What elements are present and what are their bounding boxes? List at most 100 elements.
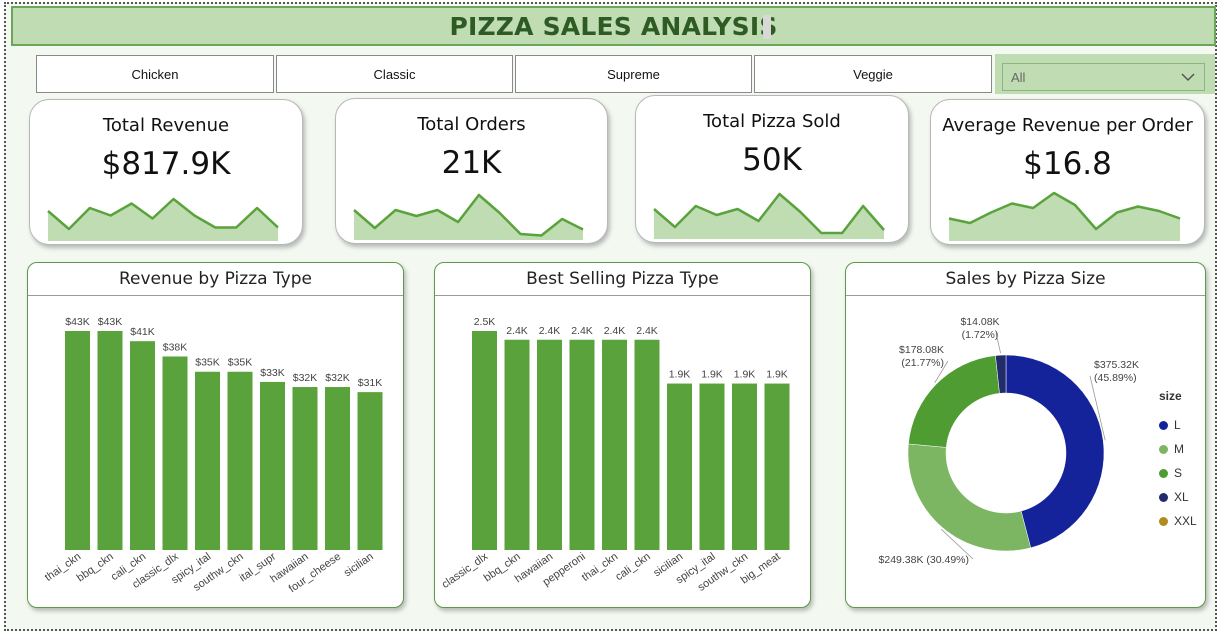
sparkline-line bbox=[353, 193, 584, 237]
bar-value-label: $41K bbox=[130, 326, 155, 338]
bar-value-label: 2.4K bbox=[604, 325, 626, 337]
category-dropdown[interactable]: All bbox=[1002, 63, 1205, 91]
legend-marker bbox=[1159, 492, 1168, 502]
bar bbox=[227, 371, 253, 550]
legend-label: XL bbox=[1174, 490, 1189, 504]
leader-line bbox=[1089, 375, 1106, 441]
chart-title: Best Selling Pizza Type bbox=[435, 263, 810, 296]
legend-label: S bbox=[1174, 466, 1183, 480]
sparkline-line bbox=[653, 192, 885, 235]
sparkline bbox=[47, 197, 279, 241]
kpi-label: Average Revenue per Order bbox=[942, 115, 1193, 136]
bar bbox=[699, 383, 725, 550]
leader-line bbox=[934, 360, 949, 384]
chart-legend: size L M S XL XXL bbox=[1159, 389, 1197, 533]
chart-title: Revenue by Pizza Type bbox=[28, 263, 403, 296]
legend-item-s[interactable]: S bbox=[1159, 461, 1197, 485]
bar-value-label: $32K bbox=[293, 372, 318, 384]
legend-label: L bbox=[1174, 418, 1181, 432]
donut-slice bbox=[908, 355, 1000, 448]
sparkline-line bbox=[948, 191, 1181, 231]
sparkline-line bbox=[47, 197, 279, 231]
bar-value-label: 2.4K bbox=[506, 325, 528, 337]
bar-category-label: cali_ckn bbox=[613, 551, 652, 584]
bar bbox=[65, 331, 90, 550]
bar-value-label: $33K bbox=[260, 367, 285, 379]
sparkline bbox=[653, 192, 885, 239]
bar bbox=[292, 387, 318, 550]
legend-item-m[interactable]: M bbox=[1159, 437, 1197, 461]
bar bbox=[97, 331, 123, 550]
bar-value-label: $38K bbox=[163, 341, 188, 353]
sparkline bbox=[948, 191, 1181, 241]
bar-value-label: $43K bbox=[65, 316, 90, 328]
bar-value-label: 2.4K bbox=[636, 325, 658, 337]
bar bbox=[634, 339, 660, 550]
sparkline bbox=[353, 193, 584, 240]
bar bbox=[325, 387, 350, 550]
slice-data-label: $375.32K (45.89%) bbox=[1094, 359, 1139, 384]
chevron-down-icon bbox=[1181, 73, 1195, 82]
slice-data-label: $249.38K (30.49%) bbox=[879, 554, 969, 566]
bar-value-label: 1.9K bbox=[701, 369, 723, 381]
legend-marker bbox=[1159, 420, 1168, 430]
chart-title: Sales by Pizza Size bbox=[846, 263, 1205, 296]
kpi-card-total-revenue: Total Revenue $817.9K bbox=[29, 99, 303, 245]
bar-value-label: $35K bbox=[228, 357, 253, 369]
bar bbox=[162, 356, 188, 550]
bar bbox=[260, 381, 285, 550]
title-banner: PIZZA SALES ANALYSIS bbox=[11, 6, 1216, 46]
bar-value-label: $43K bbox=[98, 316, 123, 328]
kpi-card-average-revenue-per-order: Average Revenue per Order $16.8 bbox=[930, 99, 1205, 245]
bar bbox=[537, 339, 562, 550]
kpi-value: $16.8 bbox=[1023, 146, 1112, 182]
leader-line bbox=[995, 332, 1001, 354]
chart-best-selling-pizza-type: Best Selling Pizza Type 2.5K classic_dlx 2… bbox=[434, 262, 811, 608]
bar-value-label: 1.9K bbox=[766, 369, 788, 381]
sparkline-area bbox=[48, 199, 278, 241]
bar-value-label: 1.9K bbox=[734, 369, 756, 381]
dropdown-value: All bbox=[1011, 69, 1026, 85]
leader-line bbox=[940, 528, 974, 560]
legend-marker bbox=[1159, 444, 1168, 454]
slicer-button-veggie[interactable]: Veggie bbox=[754, 55, 992, 93]
slicer-button-supreme[interactable]: Supreme bbox=[515, 55, 752, 93]
slicer-button-chicken[interactable]: Chicken bbox=[36, 55, 274, 93]
donut-slice bbox=[995, 354, 1007, 394]
bar bbox=[472, 331, 497, 550]
bar bbox=[764, 383, 790, 550]
legend-item-xl[interactable]: XL bbox=[1159, 485, 1197, 509]
legend-marker bbox=[1159, 468, 1168, 478]
bar bbox=[667, 383, 692, 550]
bar-chart-best-selling: 2.5Kclassic_dlx2.4Kbbq_ckn2.4Khawaiian2.… bbox=[440, 316, 790, 594]
donut-slice bbox=[907, 443, 1031, 552]
legend-title: size bbox=[1159, 389, 1182, 403]
kpi-card-total-pizza-sold: Total Pizza Sold 50K bbox=[635, 95, 909, 243]
slicer-button-classic[interactable]: Classic bbox=[276, 55, 513, 93]
legend-item-xxl[interactable]: XXL bbox=[1159, 509, 1197, 533]
bar-category-label: thai_ckn bbox=[580, 551, 620, 584]
slice-data-label: $14.08K (1.72%) bbox=[960, 316, 999, 341]
legend-item-l[interactable]: L bbox=[1159, 413, 1197, 437]
bar bbox=[195, 371, 220, 550]
slice-data-label: $178.08K (21.77%) bbox=[899, 344, 944, 369]
bar-value-label: 1.9K bbox=[669, 369, 691, 381]
bar-category-label: bbq_ckn bbox=[75, 551, 116, 585]
kpi-value: 50K bbox=[742, 142, 802, 178]
bar-category-label: classic_dlx bbox=[440, 550, 491, 591]
bar-value-label: 2.4K bbox=[539, 325, 561, 337]
bar-value-label: $32K bbox=[325, 372, 350, 384]
sparkline-area bbox=[949, 193, 1180, 241]
kpi-label: Total Revenue bbox=[102, 115, 230, 136]
kpi-label: Total Orders bbox=[417, 114, 526, 135]
kpi-value: 21K bbox=[441, 145, 502, 181]
chart-sales-by-pizza-size: Sales by Pizza Size $375.32K (45.89%) $249… bbox=[845, 262, 1206, 608]
kpi-card-total-orders: Total Orders 21K bbox=[335, 98, 608, 244]
bar-value-label: $31K bbox=[358, 377, 383, 389]
donut-chart-size: $375.32K (45.89%) $249.38K (30.49%) $178.08… bbox=[879, 316, 1139, 566]
bar-value-label: 2.5K bbox=[474, 316, 496, 328]
page-title: PIZZA SALES ANALYSIS bbox=[449, 11, 778, 41]
legend-label: M bbox=[1174, 442, 1184, 456]
bar-chart-revenue: $43Kthai_ckn$43Kbbq_ckn$41Kcali_ckn$38Kc… bbox=[43, 316, 383, 595]
bar bbox=[602, 339, 627, 550]
